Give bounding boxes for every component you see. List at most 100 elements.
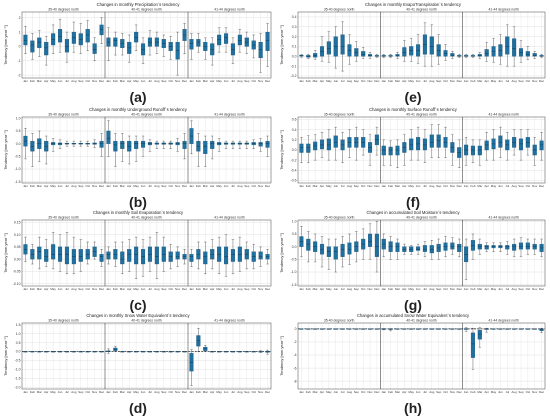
box (477, 145, 482, 156)
x-tick-label: Oct (361, 79, 366, 83)
y-tick-label: -8 (293, 379, 296, 383)
x-tick-label: Jun (498, 287, 503, 291)
box (374, 233, 379, 257)
x-tick-label: Oct (526, 287, 531, 291)
x-tick-label: Jan (23, 390, 28, 394)
x-tick-label: Feb (388, 390, 393, 394)
x-tick-label: Mar (120, 79, 125, 83)
plot-frame (21, 322, 272, 390)
y-tick-label: 0.5 (16, 341, 21, 345)
x-tick-label: Dec (539, 79, 545, 83)
y-tick-label: 0.2 (292, 35, 297, 39)
x-tick-label: Jul (341, 390, 345, 394)
region-label: 41-44 degrees north (214, 113, 245, 117)
x-tick-label: Oct (251, 184, 256, 188)
panel-b: Changes in monthly Underground Runoff`s … (2, 107, 274, 210)
box (64, 246, 70, 265)
box (306, 238, 311, 251)
y-axis-label: Tendency [mm year⁻¹] (279, 130, 284, 169)
region-label: 41-44 degrees north (214, 216, 245, 220)
region-label: 40-41 degrees north (406, 113, 437, 117)
box (51, 244, 56, 260)
box (340, 34, 345, 55)
box (230, 249, 236, 262)
x-tick-label: Dec (182, 390, 188, 394)
x-tick-label: Oct (85, 184, 90, 188)
box (416, 246, 421, 251)
x-tick-label: Nov (258, 184, 264, 188)
x-tick-label: Jun (416, 287, 421, 291)
box (134, 140, 139, 149)
box (85, 29, 90, 43)
panel-label: (b) (129, 194, 147, 210)
x-tick-label: Mar (477, 79, 482, 83)
boxplot-chart: -1.5 -1.0 -0.5 0.0 0.5 1.0 Tendency [mm year⁻¹… (3, 113, 272, 188)
box (92, 43, 97, 54)
y-axis-label: Tendency [mm year⁻¹] (3, 25, 8, 64)
box (381, 145, 386, 156)
box (388, 146, 393, 156)
x-tick-label: Feb (30, 79, 35, 83)
x-tick-label: Aug (512, 184, 518, 188)
x-tick-label: Sep (354, 287, 360, 291)
y-tick-label: -0.2 (291, 158, 297, 162)
x-tick-label: Jun (416, 79, 421, 83)
x-tick-label: Oct (251, 79, 256, 83)
x-tick-label: Dec (99, 287, 105, 291)
x-tick-label: Dec (457, 390, 463, 394)
x-tick-label: Jul (148, 184, 152, 188)
x-tick-label: Jul (231, 79, 235, 83)
y-tick-label: -1 (17, 59, 20, 63)
x-tick-label: May (216, 287, 222, 291)
plot-frame (297, 11, 546, 79)
box (416, 137, 421, 151)
x-tick-label: Jul (231, 390, 235, 394)
panel-e: Changes in monthly EvapoTranspiration`s … (278, 2, 548, 105)
x-tick-label: Feb (30, 390, 35, 394)
x-tick-label: Feb (470, 287, 475, 291)
x-tick-label: Jun (416, 390, 421, 394)
box (223, 33, 229, 44)
box (395, 145, 400, 156)
box (409, 46, 414, 56)
x-tick-label: Jun (58, 287, 63, 291)
region-label: 35-40 degrees north (324, 113, 355, 117)
box (340, 243, 345, 257)
plot-frame (21, 219, 272, 287)
x-tick-label: Jun (333, 390, 338, 394)
x-tick-label: Oct (85, 287, 90, 291)
panel-label: (a) (129, 89, 147, 105)
x-tick-label: Mar (477, 287, 482, 291)
x-tick-label: Nov (92, 79, 98, 83)
x-tick-label: Mar (477, 184, 482, 188)
box (333, 246, 338, 260)
y-axis-label: Tendency [mm year⁻¹] (3, 233, 8, 272)
x-tick-label: Aug (429, 287, 435, 291)
x-tick-label: Jan (381, 390, 386, 394)
x-tick-label: Sep (518, 390, 524, 394)
region-label: 40-41 degrees north (131, 216, 162, 220)
chart-title: Changes in accumulated Soil Moisture`s t… (366, 210, 460, 215)
x-tick-label: Apr (127, 390, 132, 394)
x-tick-label: Feb (306, 390, 311, 394)
x-tick-label: Sep (436, 390, 442, 394)
x-tick-label: Jul (423, 184, 427, 188)
x-tick-label: Jun (224, 79, 229, 83)
x-tick-label: Mar (395, 390, 400, 394)
box (99, 140, 104, 148)
y-axis-label: Tendency [mm year⁻¹] (3, 336, 8, 375)
x-tick-label: Oct (251, 390, 256, 394)
box (106, 130, 111, 144)
x-tick-label: Jul (505, 184, 509, 188)
x-tick-label: Aug (71, 287, 77, 291)
x-tick-label: Sep (161, 287, 167, 291)
x-tick-label: Feb (388, 287, 393, 291)
box (113, 347, 118, 351)
x-tick-label: Apr (484, 390, 489, 394)
box (223, 246, 229, 265)
x-tick-label: Feb (470, 390, 475, 394)
x-tick-label: Oct (526, 390, 531, 394)
box (37, 37, 42, 49)
x-tick-label: Sep (518, 287, 524, 291)
x-tick-label: Jun (224, 390, 229, 394)
